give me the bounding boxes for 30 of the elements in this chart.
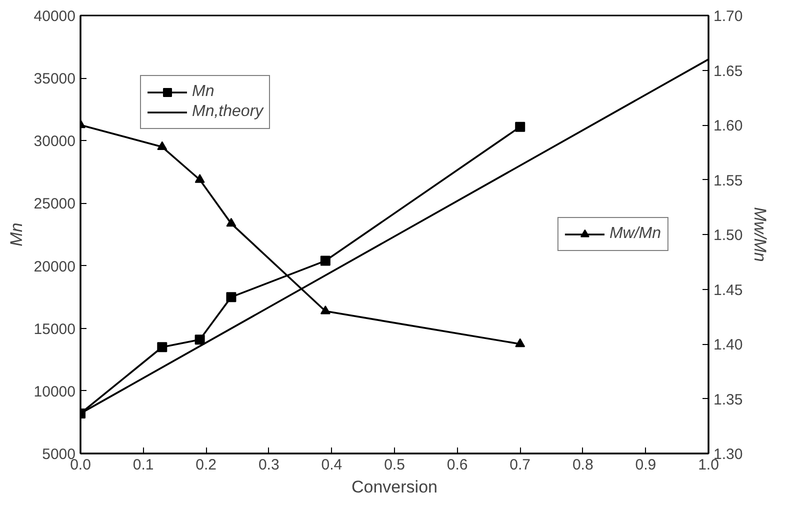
legend-label: Mw/Mn [609,225,661,243]
y2-tick-label: 1.40 [714,336,743,354]
x-tick-label: 0.8 [572,456,594,474]
y2-tick-label: 1.50 [714,227,743,244]
y2-axis-title: Mw/Mn [750,207,770,262]
x-tick-label: 0.6 [446,456,468,474]
y-tick-label: 10000 [34,383,76,400]
y-tick-label: 35000 [34,70,76,88]
x-tick-label: 0.5 [384,456,405,474]
y2-tick-label: 1.65 [714,62,743,80]
x-tick-label: 0.9 [635,456,656,474]
y-tick-label: 40000 [34,8,76,25]
legend-label: Mn,theory [192,103,264,121]
legend-label: Mn [192,83,214,101]
x-tick-label: 0.1 [132,456,154,474]
y2-tick-label: 1.70 [714,8,743,25]
y-axis-title: Mn [6,222,26,246]
y-tick-label: 15000 [34,320,76,338]
x-tick-label: 0.2 [196,456,217,474]
y2-tick-label: 1.45 [714,282,743,299]
x-tick-label: 0.4 [321,456,342,474]
x-axis-title: Conversion [352,478,438,496]
y-tick-label: 30000 [34,133,76,150]
y-tick-label: 20000 [34,258,76,276]
y2-tick-label: 1.60 [714,118,743,134]
y2-tick-label: 1.55 [714,172,743,190]
y2-tick-label: 1.35 [714,391,743,408]
y-tick-label: 25000 [34,196,76,213]
x-tick-label: 0.7 [510,456,531,474]
x-tick-label: 0.3 [258,456,280,474]
